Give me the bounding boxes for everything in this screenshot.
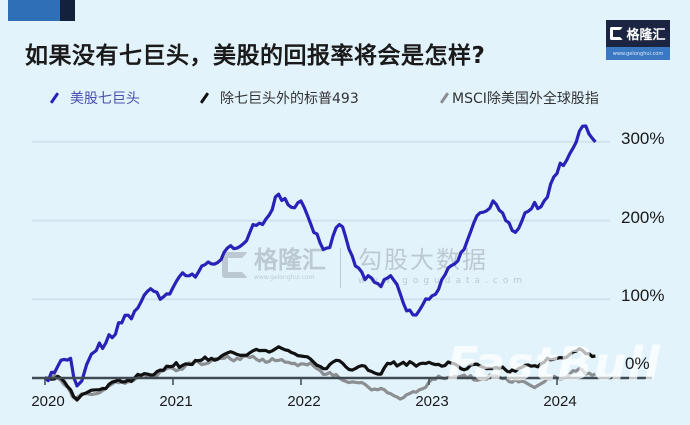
x-tick-label: 2020 [31,393,65,410]
legend-label: MSCI除美国外全球股指 [452,91,599,107]
watermark-fastbull: FastBull [447,337,661,391]
brand-g-icon [610,27,624,40]
corner-decoration [8,0,75,21]
series-line [43,124,597,388]
brand-name: 格隆汇 [626,28,666,43]
chart-legend: 美股七巨头 除七巨头外的标普493 MSCI除美国外全球股指 [0,88,690,108]
series-line [44,345,596,402]
watermark-text: 格隆汇 [254,246,326,274]
x-tick-label: 2022 [287,393,321,410]
legend-label: 美股七巨头 [70,91,140,107]
watermark-text: 勾股大数据 [358,246,488,274]
legend-item-sp493: 除七巨头外的标普493 [199,88,359,108]
legend-item-msci: MSCI除美国外全球股指 [439,88,599,108]
watermark-divider [340,248,341,288]
y-tick-label: 300% [621,128,665,148]
y-tick-label: 100% [621,286,665,306]
y-tick-label: 200% [621,207,665,227]
chart-title: 如果没有七巨头，美股的回报率将会是怎样? [25,43,486,69]
watermark-logo-icon [222,251,248,278]
y-tick-label: 0% [625,354,650,373]
brand-url: www.gelonghui.com [606,47,670,60]
gridlines [32,140,610,301]
x-tick-label: 2023 [415,393,449,410]
brand-logo: 格隆汇 www.gelonghui.com [606,20,670,60]
watermark-gelonghui: 格隆汇 www.gelonghui.com [222,248,326,281]
legend-item-mag7: 美股七巨头 [49,88,140,108]
x-tick-label: 2021 [159,393,193,410]
corner-decoration-dark [60,0,75,21]
legend-label: 除七巨头外的标普493 [220,91,359,107]
x-axis [32,376,652,385]
x-tick-label: 2024 [543,393,577,410]
watermark-url: www.gelonghui.com [254,274,315,281]
